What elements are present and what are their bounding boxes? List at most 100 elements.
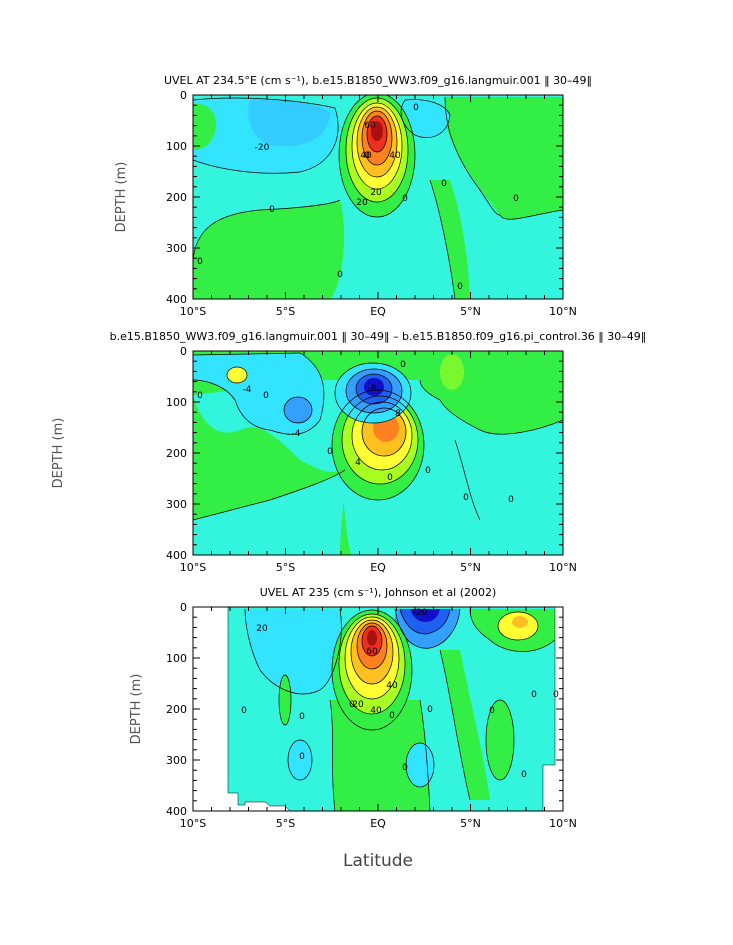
contour-label: 40 <box>360 151 372 161</box>
contour-label: 0 <box>413 103 419 113</box>
panel-3-neg-core <box>410 609 440 622</box>
panel-3-contour-lines <box>244 608 556 811</box>
y-tick-label: 300 <box>166 242 187 255</box>
panel-1-westward-band <box>193 97 339 174</box>
panel-3-green-column-1 <box>330 700 430 811</box>
panel-2-title: b.e15.B1850_WW3.f09_g16.langmuir.001 ‖ 3… <box>110 330 647 343</box>
contour-label: 40 <box>370 706 382 716</box>
panel-2-east-green <box>440 354 464 390</box>
x-tick-label: EQ <box>370 817 386 830</box>
contour-label: 0 <box>489 706 495 716</box>
y-tick-label: 400 <box>166 293 187 306</box>
contour-label: 0 <box>400 360 406 370</box>
contour-label: 20 <box>352 700 364 710</box>
x-tick-label: EQ <box>370 561 386 574</box>
contour-label: 8 <box>395 409 401 419</box>
x-tick-label: 5°N <box>460 817 481 830</box>
y-tick-label: 400 <box>166 549 187 562</box>
contour-label: -4 <box>243 385 252 395</box>
x-tick-label: 5°S <box>276 561 295 574</box>
panel-3-ylabel: DEPTH (m) <box>129 674 144 745</box>
y-tick-label: 0 <box>180 345 187 358</box>
panel-1-euc-core <box>371 121 383 141</box>
y-tick-label: 0 <box>180 89 187 102</box>
x-axis-label: Latitude <box>343 851 413 871</box>
panel-1-green-east <box>445 97 563 220</box>
panel-2-west-blob <box>284 397 312 423</box>
y-tick-label: 300 <box>166 498 187 511</box>
panel-3-west-green-blob <box>279 675 291 725</box>
x-tick-label: 5°N <box>460 561 481 574</box>
contour-label: 0 <box>531 690 537 700</box>
contour-label: -20 <box>255 143 270 153</box>
contour-label: 0 <box>241 706 247 716</box>
x-tick-label: 10°S <box>180 305 206 318</box>
contour-label: 40 <box>389 151 401 161</box>
panel-1-green-mid-east <box>430 180 470 299</box>
contour-label: 60 <box>364 121 376 131</box>
contour-label: 0 <box>299 752 305 762</box>
x-tick-label: EQ <box>370 305 386 318</box>
panel-1-contour-labels: 20 40 60 40 20 0 0 -20 0 0 0 0 0 0 0 <box>197 103 519 292</box>
x-tick-label: 10°S <box>180 561 206 574</box>
y-tick-label: 100 <box>166 140 187 153</box>
y-tick-label: 100 <box>166 652 187 665</box>
panel-2: b.e15.B1850_WW3.f09_g16.langmuir.001 ‖ 3… <box>51 330 646 574</box>
contour-label: 0 <box>441 179 447 189</box>
contour-label: 0 <box>337 270 343 280</box>
x-tick-label: 10°N <box>549 305 577 318</box>
contour-label: -20 <box>413 608 428 618</box>
y-tick-label: 200 <box>166 447 187 460</box>
panel-1-green-west <box>193 103 216 150</box>
panel-2-south-cyan <box>193 470 345 555</box>
contour-label: 4 <box>355 458 361 468</box>
panel-3-xticks: 10°S 5°S EQ 5°N 10°N <box>180 607 577 830</box>
panel-1: UVEL AT 234.5°E (cm s⁻¹), b.e15.B1850_WW… <box>114 74 592 318</box>
panel-3-lower-green-east <box>486 700 514 780</box>
contour-label: 0 <box>427 705 433 715</box>
contour-label: 0 <box>349 700 355 710</box>
contour-label: 20 <box>256 624 268 634</box>
contour-label: 0 <box>364 151 370 161</box>
contour-label: 0 <box>263 391 269 401</box>
contour-label: 60 <box>366 647 378 657</box>
contour-label: 20 <box>356 198 368 208</box>
contour-label: 0 <box>269 205 275 215</box>
x-tick-label: 5°S <box>276 817 295 830</box>
contour-label: 0 <box>402 194 408 204</box>
x-tick-label: 10°S <box>180 817 206 830</box>
contour-label: -8 <box>368 384 377 394</box>
panel-1-title: UVEL AT 234.5°E (cm s⁻¹), b.e15.B1850_WW… <box>164 74 592 87</box>
panel-3-green-column-2 <box>440 650 490 800</box>
contour-label: 0 <box>457 282 463 292</box>
panel-2-xticks: 10°S 5°S EQ 5°N 10°N <box>180 351 577 574</box>
contour-label: 0 <box>327 447 333 457</box>
panel-1-plot-area <box>193 95 563 299</box>
contour-label: 0 <box>513 194 519 204</box>
contour-label: 0 <box>425 466 431 476</box>
panel-1-ylabel: DEPTH (m) <box>114 162 129 233</box>
panel-1-green-lower-west <box>193 200 345 299</box>
panel-2-plot-area <box>193 351 563 555</box>
contour-label: 20 <box>370 188 382 198</box>
panel-3-contour-labels: 20 40 60 40 20 -20 0 0 0 0 0 0 0 0 0 0 0 <box>241 608 559 780</box>
x-tick-label: 5°S <box>276 305 295 318</box>
panel-2-ylabel: DEPTH (m) <box>51 418 66 489</box>
panel-1-contour-lines <box>193 95 563 299</box>
panel-2-neg-core <box>364 378 384 396</box>
panel-3-data-outline <box>227 607 556 811</box>
panel-3-lower-blob-1 <box>288 740 312 780</box>
contour-label: 0 <box>387 473 393 483</box>
x-tick-label: 10°N <box>549 561 577 574</box>
y-tick-label: 0 <box>180 601 187 614</box>
panel-3-euc-core <box>367 630 377 646</box>
panel-3-title: UVEL AT 235 (cm s⁻¹), Johnson et al (200… <box>260 586 497 599</box>
panel-1-xticks: 10°S 5°S EQ 5°N 10°N <box>180 95 577 318</box>
contour-label: 0 <box>463 493 469 503</box>
panel-2-contour-labels: -4 -4 -8 8 4 0 0 0 0 0 0 0 0 <box>197 360 514 505</box>
y-tick-label: 200 <box>166 191 187 204</box>
